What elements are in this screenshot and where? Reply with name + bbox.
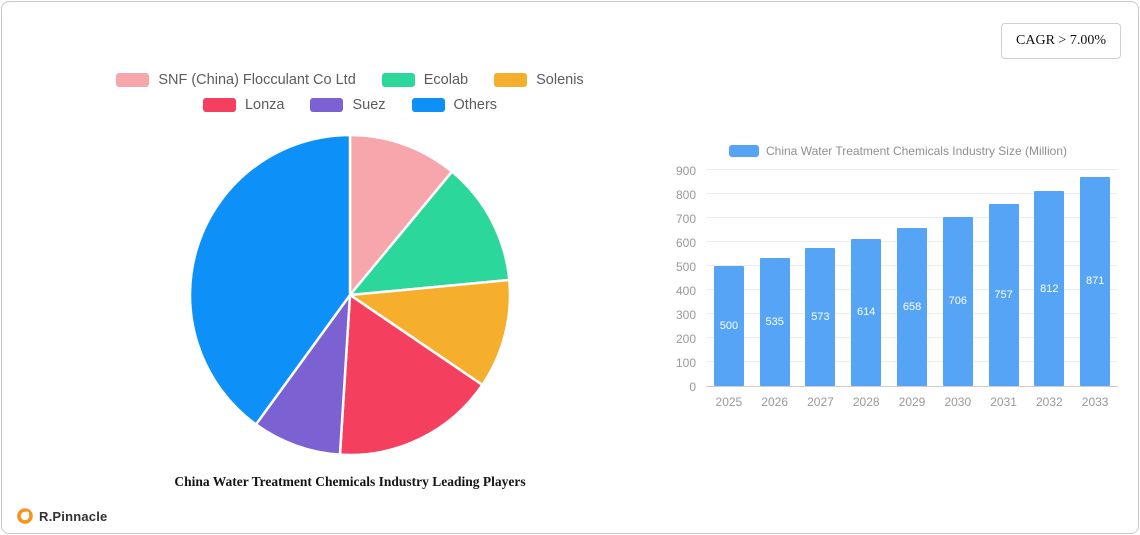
legend-swatch-snf-china-flocculant-co-ltd <box>116 73 150 87</box>
y-tick-200: 200 <box>675 332 696 346</box>
cagr-text: CAGR > 7.00% <box>1016 33 1106 48</box>
y-tick-600: 600 <box>675 236 696 250</box>
bar-value-label: 535 <box>765 315 784 328</box>
legend-item-ecolab[interactable]: Ecolab <box>381 72 469 88</box>
bar-legend-item[interactable]: China Water Treatment Chemicals Industry… <box>664 144 1132 158</box>
pie-legend-row: Lonza Suez Others <box>116 97 583 113</box>
bar-slot-2030: 706 <box>935 216 981 386</box>
brand-logo: R.Pinnacle <box>17 508 107 524</box>
pie-chart <box>188 133 512 457</box>
bar-plot: 500 535 573 614 658 706 757 812 871 <box>706 169 1118 387</box>
bar-value-label: 573 <box>811 311 830 324</box>
bar-value-label: 706 <box>948 295 967 308</box>
y-tick-900: 900 <box>675 164 696 178</box>
y-tick-300: 300 <box>675 308 696 322</box>
bar-slot-2029: 658 <box>889 228 935 386</box>
y-tick-700: 700 <box>675 212 696 226</box>
bar-slot-2032: 812 <box>1026 191 1072 386</box>
gridline-700 <box>706 217 1118 218</box>
legend-label: Suez <box>352 97 386 113</box>
x-tick-2026: 2026 <box>761 395 789 409</box>
bar-y-axis: 0 100 200 300 400 500 600 700 800 900 <box>664 164 706 394</box>
x-tick-2030: 2030 <box>944 395 972 409</box>
bar-2025[interactable]: 500 <box>713 266 744 386</box>
bar-2029[interactable]: 658 <box>897 228 928 386</box>
legend-swatch-others <box>411 98 445 112</box>
bar-value-label: 812 <box>1040 282 1059 295</box>
legend-swatch-lonza <box>202 98 236 112</box>
pie-slice-snf-china-flocculant-co-ltd[interactable] <box>348 133 454 297</box>
legend-item-suez[interactable]: Suez <box>310 97 386 113</box>
pie-slice-lonza[interactable] <box>338 293 484 457</box>
bar-legend-label: China Water Treatment Chemicals Industry… <box>766 144 1067 158</box>
bar-slot-2028: 614 <box>843 238 889 386</box>
pie-slice-suez[interactable] <box>254 293 352 456</box>
x-tick-2032: 2032 <box>1036 395 1063 409</box>
x-tick-2027: 2027 <box>807 395 834 409</box>
x-tick-2029: 2029 <box>898 395 926 409</box>
pie-slice-others[interactable] <box>188 133 352 426</box>
legend-label: Others <box>453 97 498 113</box>
pie-legend: SNF (China) Flocculant Co Ltd Ecolab Solen… <box>116 72 584 122</box>
bar-x-axis: 2025 2026 2027 2028 2029 2030 2031 2032 2033 <box>706 395 1118 409</box>
y-tick-0: 0 <box>689 380 696 394</box>
pie-section: SNF (China) Flocculant Co Ltd Ecolab Solen… <box>62 72 638 490</box>
bar-value-label: 757 <box>994 289 1013 302</box>
bar-2033[interactable]: 871 <box>1080 176 1111 386</box>
bar-value-label: 500 <box>719 320 739 332</box>
y-tick-100: 100 <box>675 356 696 370</box>
bar-value-label: 871 <box>1085 275 1105 288</box>
bar-2027[interactable]: 573 <box>805 248 836 386</box>
x-tick-2033: 2033 <box>1081 395 1109 409</box>
x-tick-2031: 2031 <box>990 395 1017 409</box>
gridline-900 <box>706 169 1118 170</box>
pie-slice-ecolab[interactable] <box>348 170 511 297</box>
y-tick-800: 800 <box>675 188 696 202</box>
legend-swatch-suez <box>310 98 344 112</box>
bar-2026[interactable]: 535 <box>759 257 790 386</box>
legend-swatch-ecolab <box>381 73 415 87</box>
x-tick-2028: 2028 <box>852 395 880 409</box>
bar-slot-2026: 535 <box>752 257 798 386</box>
bar-2030[interactable]: 706 <box>942 216 973 386</box>
pinnacle-logo-icon <box>17 508 33 524</box>
legend-item-lonza[interactable]: Lonza <box>202 97 285 113</box>
legend-label: Solenis <box>536 72 584 88</box>
legend-swatch-solenis <box>494 73 528 87</box>
gridline-800 <box>706 193 1118 194</box>
bar-plot-area: 0 100 200 300 400 500 600 700 800 900 500 535 573 61… <box>664 164 1132 394</box>
legend-label: SNF (China) Flocculant Co Ltd <box>158 72 356 88</box>
x-tick-2025: 2025 <box>715 395 743 409</box>
bar-legend-swatch <box>729 145 759 157</box>
bar-2032[interactable]: 812 <box>1034 191 1065 386</box>
cagr-badge: CAGR > 7.00% <box>1001 23 1121 59</box>
pie-chart-title: China Water Treatment Chemicals Industry… <box>174 474 526 489</box>
y-tick-400: 400 <box>675 284 696 298</box>
bar-section: China Water Treatment Chemicals Industry… <box>664 144 1132 409</box>
bar-slot-2031: 757 <box>981 204 1027 386</box>
legend-label: Ecolab <box>423 72 469 88</box>
pie-slice-solenis[interactable] <box>348 278 512 387</box>
bar-2031[interactable]: 757 <box>988 204 1019 386</box>
bar-2028[interactable]: 614 <box>851 238 882 386</box>
legend-item-solenis[interactable]: Solenis <box>494 72 584 88</box>
bar-value-label: 614 <box>857 306 876 319</box>
y-tick-500: 500 <box>675 260 696 274</box>
legend-label: Lonza <box>244 97 285 113</box>
bar-slot-2027: 573 <box>798 248 844 386</box>
bars-row: 500 535 573 614 658 706 757 812 871 <box>706 171 1118 386</box>
legend-item-others[interactable]: Others <box>411 97 498 113</box>
legend-item-snf-china-flocculant-co-ltd[interactable]: SNF (China) Flocculant Co Ltd <box>116 72 356 88</box>
bar-value-label: 658 <box>902 301 922 314</box>
bar-slot-2025: 500 <box>706 266 752 386</box>
pie-legend-row: SNF (China) Flocculant Co Ltd Ecolab Solen… <box>116 72 584 88</box>
brand-name: R.Pinnacle <box>39 508 108 524</box>
bar-slot-2033: 871 <box>1072 176 1118 386</box>
